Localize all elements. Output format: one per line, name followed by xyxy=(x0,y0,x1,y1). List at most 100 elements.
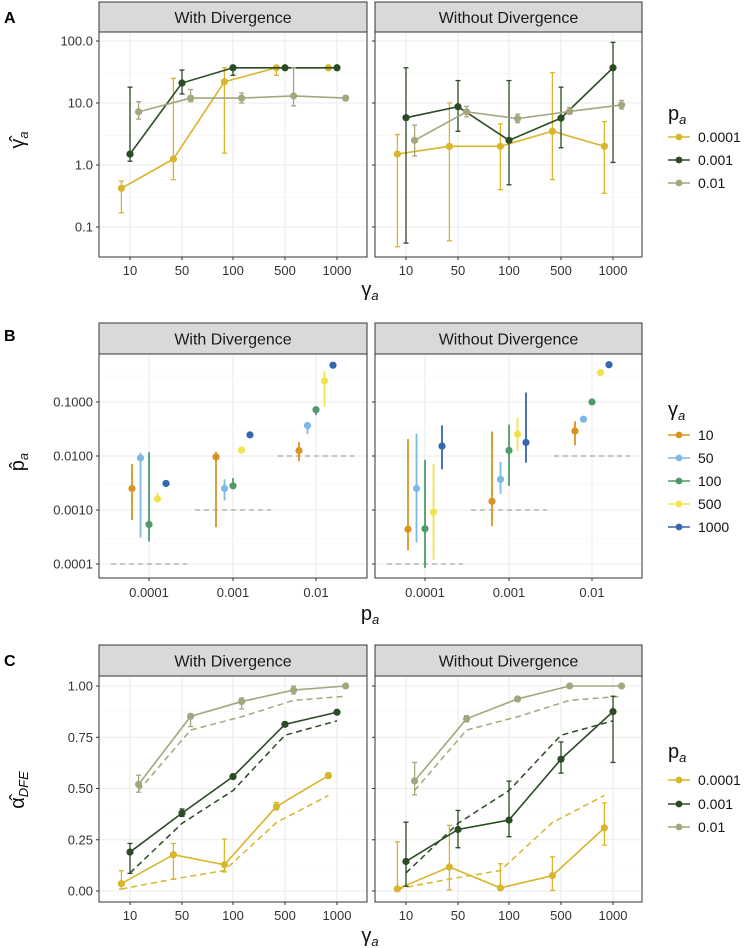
series-100 xyxy=(145,406,320,542)
panel-border xyxy=(98,31,368,258)
facet-title: Without Divergence xyxy=(439,10,579,27)
data-point xyxy=(329,361,337,369)
y-tick-label: 0.1 xyxy=(75,220,93,235)
series-10 xyxy=(128,442,303,528)
legend-item: 0.01 xyxy=(668,819,725,835)
data-point xyxy=(237,446,246,454)
series-0.01 xyxy=(135,682,350,793)
x-tick-label: 0.0001 xyxy=(405,585,445,600)
legend-item: 0.0001 xyxy=(668,772,741,788)
data-point xyxy=(303,421,312,430)
legend-label: 1000 xyxy=(698,519,729,535)
series-1000 xyxy=(162,361,337,488)
data-point xyxy=(505,136,513,144)
data-point xyxy=(238,94,246,102)
y-tick-label: 0.25 xyxy=(68,832,93,847)
data-point xyxy=(411,777,419,785)
series-500 xyxy=(429,369,605,560)
x-tick-label: 0.001 xyxy=(217,585,250,600)
plot-panel xyxy=(99,354,367,578)
y-tick-label: 0.1000 xyxy=(53,395,93,410)
y-tick-label: 0.0001 xyxy=(53,557,93,572)
data-point xyxy=(571,427,579,435)
plot-panel xyxy=(99,676,367,902)
data-point xyxy=(162,479,170,488)
data-point xyxy=(600,824,609,832)
data-point xyxy=(178,79,186,87)
data-point xyxy=(600,142,609,150)
legend-title-sub: a xyxy=(679,112,686,127)
data-point xyxy=(187,712,195,720)
facet-strip xyxy=(374,644,643,677)
data-point xyxy=(579,415,588,423)
data-point xyxy=(272,802,280,811)
data-point xyxy=(522,438,530,447)
facet-title: With Divergence xyxy=(174,654,291,671)
data-point xyxy=(445,863,453,871)
data-point xyxy=(178,809,186,817)
data-point xyxy=(548,872,557,880)
data-point xyxy=(505,816,513,824)
legend-item: 1000 xyxy=(668,519,729,535)
legend-key-point xyxy=(675,776,683,784)
data-point xyxy=(290,686,298,694)
series-0.001 xyxy=(402,41,617,244)
legend-label: 500 xyxy=(698,496,722,512)
x-tick-label: 100 xyxy=(222,263,244,278)
series-0.01 xyxy=(135,67,350,120)
legend-item: 0.001 xyxy=(668,796,733,812)
x-axis-title-main: γ xyxy=(361,925,371,947)
x-tick-label: 1000 xyxy=(599,263,628,278)
data-point xyxy=(548,127,557,135)
panel-border xyxy=(98,675,368,903)
legend-item: 10 xyxy=(668,427,714,443)
legend-key-point xyxy=(675,454,683,462)
plot-panel xyxy=(99,32,367,260)
x-tick-label: 10 xyxy=(123,908,137,923)
facet-strip xyxy=(98,322,368,355)
x-tick-label: 50 xyxy=(451,263,465,278)
data-point xyxy=(126,150,134,158)
series-500 xyxy=(153,371,329,503)
series-0.001 xyxy=(402,695,617,887)
legend-title-main: γ xyxy=(668,399,678,421)
data-point xyxy=(333,64,341,72)
legend-title: pa xyxy=(668,741,686,765)
y-axis-title: α̂DFE xyxy=(7,771,31,809)
legend: 10 50 100 500 1000 xyxy=(668,427,729,535)
data-point xyxy=(117,880,125,888)
legend-item: 0.01 xyxy=(668,175,725,191)
series-0.0001 xyxy=(393,71,609,248)
panel-border xyxy=(374,31,643,258)
data-point xyxy=(229,773,237,781)
series-0.01 xyxy=(411,99,626,157)
data-point xyxy=(609,64,617,72)
data-point xyxy=(135,780,143,789)
data-point xyxy=(404,525,412,533)
data-point xyxy=(429,508,438,516)
data-point xyxy=(220,861,228,869)
data-point xyxy=(488,497,496,505)
data-point xyxy=(290,92,298,100)
data-point xyxy=(136,454,145,462)
legend-label: 100 xyxy=(698,473,722,489)
data-point xyxy=(393,150,401,158)
facet-title: With Divergence xyxy=(174,10,291,27)
data-point xyxy=(496,142,504,150)
data-point xyxy=(238,697,246,706)
data-point xyxy=(169,155,177,163)
data-point xyxy=(421,525,429,533)
panel-label: C xyxy=(4,653,16,670)
data-point xyxy=(342,682,350,690)
data-point xyxy=(295,446,303,455)
legend-item: 0.001 xyxy=(668,152,733,168)
data-point xyxy=(402,857,410,866)
legend-item: 100 xyxy=(668,473,722,489)
data-point xyxy=(463,715,471,723)
y-axis-title: p̂a xyxy=(7,453,31,471)
legend-key-point xyxy=(675,156,683,164)
series-50 xyxy=(136,421,312,538)
y-tick-label: 0.50 xyxy=(68,781,93,796)
data-point xyxy=(557,114,565,122)
expected-line-0.01 xyxy=(414,695,622,792)
